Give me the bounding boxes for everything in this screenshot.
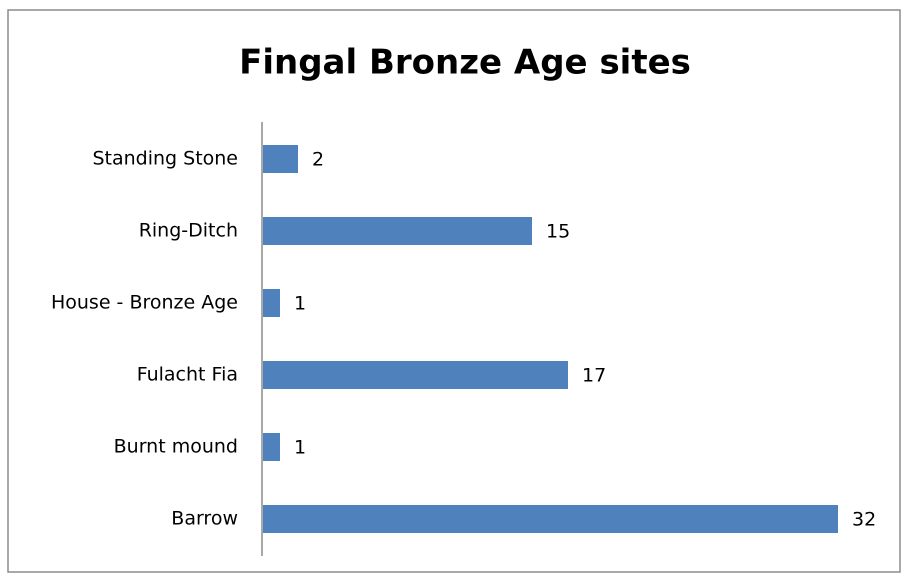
value-label: 1 (294, 293, 306, 315)
bar (263, 145, 298, 173)
bar (263, 433, 280, 461)
y-tick-label: Fulacht Fia (137, 364, 238, 386)
value-label: 32 (852, 509, 876, 531)
chart-border (7, 9, 901, 573)
bar (263, 217, 532, 245)
y-tick-label: Burnt mound (114, 436, 238, 458)
value-label: 2 (312, 149, 324, 171)
bar (263, 289, 280, 317)
value-label: 1 (294, 437, 306, 459)
y-tick-label: Barrow (171, 508, 238, 530)
y-tick-label: House - Bronze Age (51, 292, 238, 314)
value-label: 15 (546, 221, 570, 243)
bar (263, 361, 568, 389)
value-label: 17 (582, 365, 606, 387)
bar (263, 505, 838, 533)
chart-title: Fingal Bronze Age sites (239, 43, 691, 83)
y-tick-label: Ring-Ditch (139, 220, 238, 242)
y-tick-label: Standing Stone (92, 148, 238, 170)
